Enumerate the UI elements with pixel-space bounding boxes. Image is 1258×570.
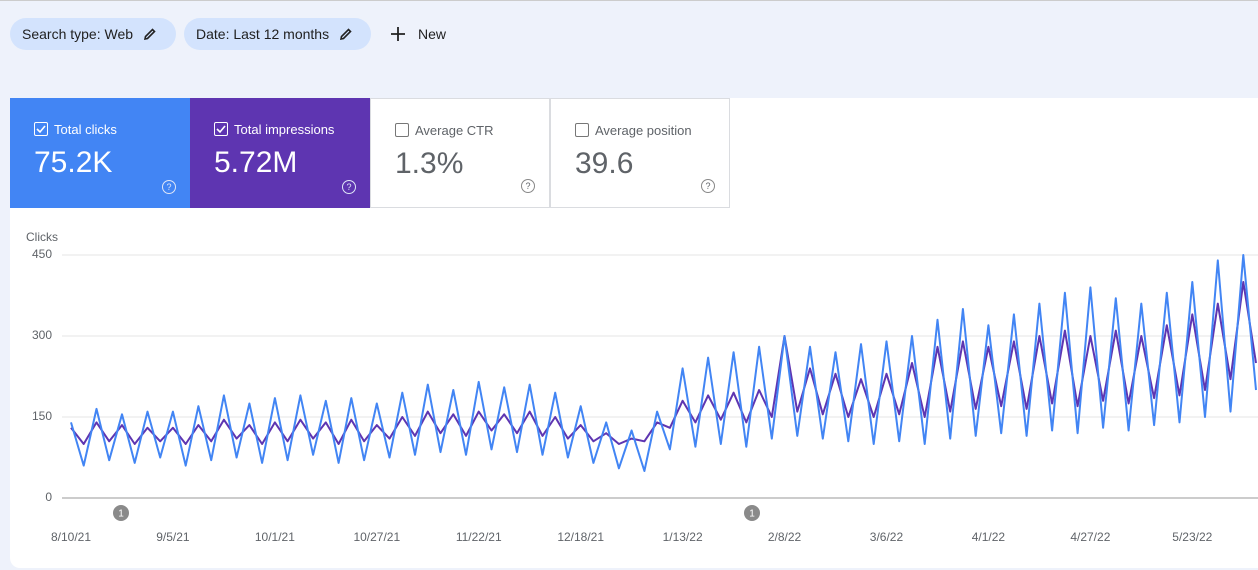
x-tick-label: 1/13/22 — [663, 530, 703, 544]
help-icon[interactable]: ? — [162, 180, 176, 194]
y-axis-title: Clicks — [26, 230, 58, 244]
metric-label: Total impressions — [234, 122, 335, 137]
new-label: New — [418, 26, 447, 42]
x-tick-label: 10/1/21 — [255, 530, 295, 544]
y-tick-label: 300 — [32, 328, 52, 342]
help-icon[interactable]: ? — [342, 180, 356, 194]
filter-chip[interactable]: Search type: Web — [10, 18, 176, 50]
x-tick-label: 3/6/22 — [870, 530, 904, 544]
annotation-label: 1 — [749, 509, 755, 520]
x-tick-label: 5/23/22 — [1172, 530, 1212, 544]
x-tick-label: 9/5/21 — [156, 530, 190, 544]
x-tick-label: 12/18/21 — [557, 530, 604, 544]
metric-card[interactable]: Average position 39.6 ? — [550, 98, 730, 208]
chip-label: Date: Last 12 months — [196, 26, 330, 42]
metric-label: Average CTR — [415, 123, 494, 138]
annotation: 1 — [113, 505, 129, 521]
plus-icon — [391, 27, 405, 41]
checkbox[interactable] — [395, 123, 409, 137]
x-tick-label: 4/27/22 — [1070, 530, 1110, 544]
x-tick-label: 4/1/22 — [972, 530, 1006, 544]
metric-label: Average position — [595, 123, 692, 138]
y-tick-label: 450 — [32, 247, 52, 261]
x-tick-label: 11/22/21 — [456, 530, 502, 544]
metric-value: 39.6 — [575, 147, 634, 180]
y-tick-label: 150 — [32, 409, 52, 423]
chip-label: Search type: Web — [22, 26, 134, 42]
new-button[interactable]: New — [390, 18, 446, 50]
series-line — [70, 254, 1257, 472]
filter-chip[interactable]: Date: Last 12 months — [184, 18, 371, 50]
annotation: 1 — [744, 505, 760, 521]
y-tick-label: 0 — [45, 490, 52, 504]
metric-card[interactable]: Average CTR 1.3% ? — [370, 98, 550, 208]
metric-value: 1.3% — [395, 147, 464, 180]
x-tick-label: 2/8/22 — [768, 530, 802, 544]
checkbox[interactable] — [34, 122, 48, 136]
annotation-label: 1 — [118, 509, 124, 520]
help-icon[interactable]: ? — [521, 179, 535, 193]
help-icon[interactable]: ? — [701, 179, 715, 193]
edit-icon — [144, 28, 156, 41]
edit-icon — [340, 28, 352, 41]
metric-label: Total clicks — [54, 122, 117, 137]
checkbox[interactable] — [214, 122, 228, 136]
x-tick-label: 10/27/21 — [353, 530, 400, 544]
top-border — [0, 0, 1258, 1]
metric-value: 5.72M — [214, 146, 298, 179]
metric-value: 75.2K — [34, 146, 113, 179]
metric-card[interactable]: Total impressions 5.72M ? — [190, 98, 370, 208]
x-tick-label: 8/10/21 — [51, 530, 91, 544]
checkbox[interactable] — [575, 123, 589, 137]
metric-card[interactable]: Total clicks 75.2K ? — [10, 98, 190, 208]
plot-area — [70, 254, 1257, 472]
